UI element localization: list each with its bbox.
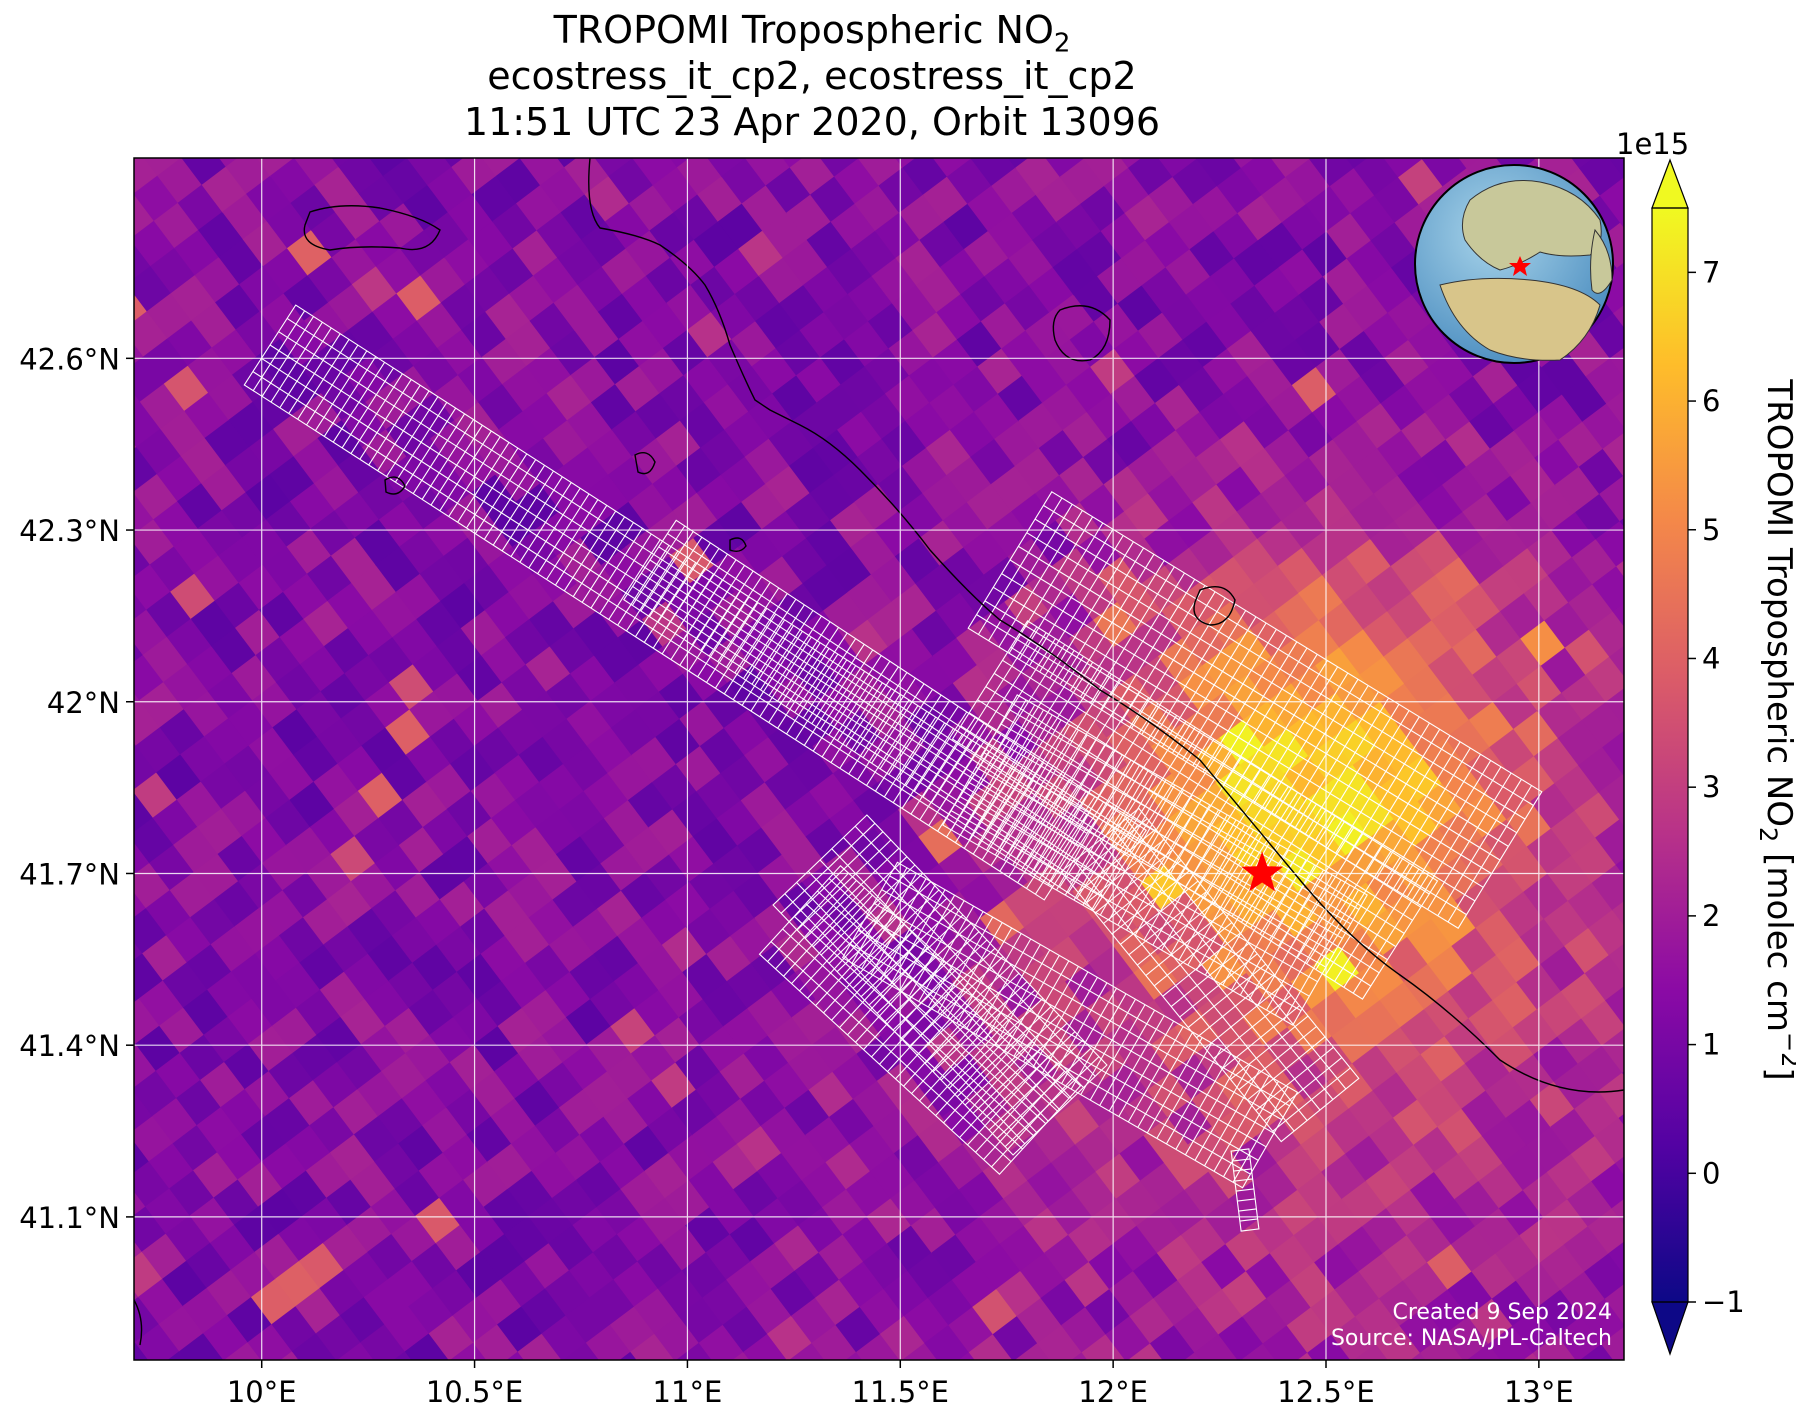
globe-europe-landmass [1461,179,1602,271]
colorbar-extend-min [1651,1301,1689,1356]
y-tick-label: 41.7°N [19,857,120,891]
colorbar-ticks: −1 0 1 2 3 4 5 6 7 [1688,255,1745,1319]
y-tick-label: 42.6°N [19,342,120,376]
y-axis-ticks: 42.6°N 42.3°N 42°N 41.7°N 41.4°N 41.1°N [19,342,134,1235]
colorbar-gradient [1652,208,1688,1302]
title-line-2: ecostress_it_cp2, ecostress_it_cp2 [487,54,1137,98]
x-tick-label: 11°E [653,1375,723,1404]
y-tick-label: 42°N [47,686,120,720]
coastline-giannutri [729,537,747,553]
x-tick-label: 11.5°E [852,1375,949,1404]
coastline [134,158,1624,1346]
colorbar: −1 0 1 2 3 4 5 6 7 1e15 TROPOMI Tropospheric NO2… [1616,127,1796,1356]
coastline-lake-bracciano [1193,586,1236,626]
colorbar-tick-label: 2 [1702,899,1720,933]
ecostress-swath-footprints [243,304,1543,1232]
coastline-montecristo [384,476,406,495]
colorbar-extend-max [1651,158,1689,209]
colorbar-tick-label: 3 [1702,770,1720,804]
gridlines [134,158,1624,1360]
colorbar-tick-label: 6 [1702,384,1720,418]
colorbar-tick-label: 4 [1702,641,1720,675]
title-line-3: 11:51 UTC 23 Apr 2020, Orbit 13096 [463,100,1161,144]
colorbar-tick-label: 1 [1702,1028,1720,1062]
coastline-sardinia-tip [134,1299,143,1346]
colorbar-tick-label: 7 [1702,255,1720,289]
coastline-giglio [634,452,656,475]
target-star-icon [1241,851,1284,892]
x-tick-label: 12°E [1078,1375,1148,1404]
y-tick-label: 41.1°N [19,1201,120,1235]
globe-star-icon [1509,256,1531,276]
coastline-tuscany-lazio [588,158,1624,1093]
coastline-elba [303,205,441,251]
credit-created: Created 9 Sep 2024 [1393,1300,1613,1325]
globe-asia-landmass [1590,228,1613,294]
title-line-1: TROPOMI Tropospheric NO2 [553,8,1071,59]
globe-locator-inset [1414,164,1614,364]
map-frame [133,157,1625,1361]
x-tick-label: 10.5°E [426,1375,523,1404]
x-tick-label: 10°E [227,1375,297,1404]
colorbar-tick-label: 0 [1702,1156,1720,1190]
coastline-lake-bolsena [1052,305,1111,362]
x-tick-label: 13°E [1504,1375,1574,1404]
map-credits: Created 9 Sep 2024 Source: NASA/JPL-Calt… [1331,1300,1612,1351]
globe-africa-landmass [1439,277,1601,361]
x-axis-ticks: 10°E 10.5°E 11°E 11.5°E 12°E 12.5°E 13°E [227,1360,1574,1404]
x-tick-label: 12.5°E [1277,1375,1374,1404]
target-star-icon [1241,851,1284,892]
colorbar-tick-label: −1 [1702,1285,1745,1319]
y-tick-label: 42.3°N [19,514,120,548]
credit-source: Source: NASA/JPL-Caltech [1331,1326,1612,1351]
colorbar-tick-label: 5 [1702,513,1720,547]
y-tick-label: 41.4°N [19,1029,120,1063]
colorbar-exponent: 1e15 [1616,127,1689,161]
colorbar-label: TROPOMI Tropospheric NO2 [molec cm−2] [1754,378,1796,1080]
